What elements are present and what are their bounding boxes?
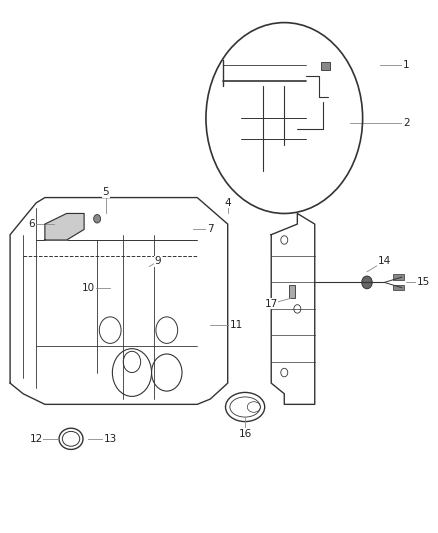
Circle shape (94, 215, 101, 223)
Text: 9: 9 (155, 256, 161, 266)
Circle shape (362, 276, 372, 289)
Text: 13: 13 (103, 434, 117, 444)
Text: 17: 17 (265, 298, 278, 309)
Text: 11: 11 (230, 320, 243, 330)
Text: 10: 10 (82, 282, 95, 293)
Text: 6: 6 (28, 219, 35, 229)
Bar (321, 62, 330, 70)
Text: 5: 5 (102, 187, 109, 197)
Text: 2: 2 (403, 118, 410, 128)
Text: 14: 14 (378, 256, 391, 266)
Bar (393, 285, 404, 290)
Text: 4: 4 (224, 198, 231, 208)
Polygon shape (45, 214, 84, 240)
Bar (393, 274, 404, 280)
Text: 12: 12 (30, 434, 43, 444)
Bar (289, 285, 295, 298)
Text: 1: 1 (403, 60, 410, 70)
Text: 16: 16 (238, 429, 252, 439)
Text: 15: 15 (417, 277, 430, 287)
Text: 7: 7 (207, 224, 214, 235)
